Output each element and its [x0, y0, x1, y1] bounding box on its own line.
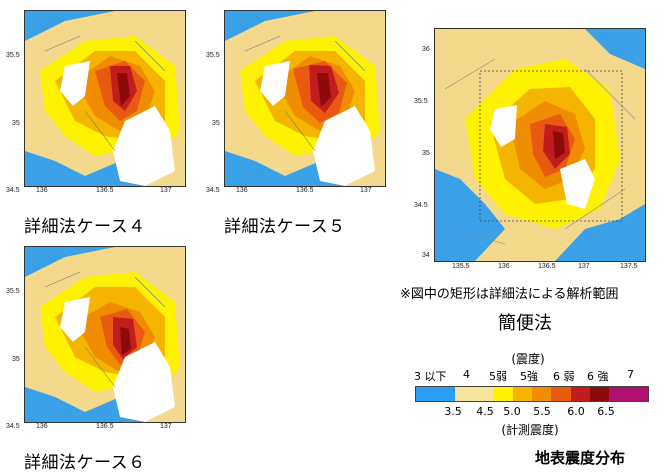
map-graphic-simple [435, 29, 645, 261]
y-tick-label: 36 [422, 46, 430, 53]
x-tick-label: 137 [160, 423, 172, 430]
legend-intensity-label: 6 弱 [553, 370, 575, 383]
legend-intensity-label: 5強 [520, 370, 538, 383]
map-caption-case4: 詳細法ケース４ [24, 217, 146, 237]
y-tick-label: 34.5 [206, 187, 220, 194]
y-tick-label: 35.5 [414, 98, 428, 105]
legend-intensity-label: 3 以下 [414, 370, 447, 383]
y-tick-label: 35 [12, 356, 20, 363]
x-tick-label: 137 [578, 263, 590, 270]
x-tick-label: 137 [360, 187, 372, 194]
legend-swatch [589, 387, 610, 401]
intensity-map-simple [434, 28, 646, 262]
legend-swatch [473, 387, 494, 401]
map-panel-simple: 36 35.5 35 34.5 34 135.5 136 136.5 137 1… [400, 0, 667, 340]
map-caption-case6: 詳細法ケース６ [24, 453, 146, 473]
legend-swatch [493, 387, 513, 401]
x-tick-label: 136.5 [96, 187, 114, 194]
legend-swatch [570, 387, 590, 401]
intensity-map-case5 [224, 10, 386, 187]
legend-number: 4.5 [476, 405, 494, 418]
legend-swatch [531, 387, 552, 401]
legend-number: 3.5 [444, 405, 462, 418]
map-panel-case4: 35.5 35 34.5 136 136.5 137 詳細法ケース４ [0, 0, 200, 240]
x-tick-label: 137.5 [620, 263, 638, 270]
x-tick-label: 137 [160, 187, 172, 194]
x-tick-label: 136.5 [96, 423, 114, 430]
legend-swatch [435, 387, 455, 401]
y-tick-label: 35.5 [6, 288, 20, 295]
x-tick-label: 136 [36, 423, 48, 430]
x-tick-label: 136 [36, 187, 48, 194]
map-panel-case6: 35.5 35 34.5 136 136.5 137 詳細法ケース６ [0, 236, 200, 476]
legend-swatch [416, 387, 436, 401]
legend-number: 6.0 [567, 405, 585, 418]
legend-intensity-label: 7 [627, 368, 634, 381]
legend-swatch [609, 387, 629, 401]
y-tick-label: 34.5 [6, 423, 20, 430]
x-tick-label: 136.5 [538, 263, 556, 270]
y-tick-label: 35 [422, 150, 430, 157]
legend-color-bar [415, 386, 649, 402]
intensity-map-case6 [24, 246, 186, 423]
y-tick-label: 35 [12, 120, 20, 127]
legend-intensity-heading: (震度) [511, 352, 545, 366]
figure-title: 地表震度分布 [535, 449, 626, 467]
x-tick-label: 135.5 [452, 263, 470, 270]
x-tick-label: 136 [236, 187, 248, 194]
legend-swatch [454, 387, 474, 401]
intensity-map-case4 [24, 10, 186, 187]
map-graphic-case6 [25, 247, 185, 422]
map-panel-case5: 35.5 35 34.5 136 136.5 137 詳細法ケース５ [200, 0, 400, 240]
legend-swatch [512, 387, 532, 401]
legend-intensity-label: 6 強 [587, 370, 609, 383]
y-tick-label: 34.5 [414, 202, 428, 209]
legend-number: 5.5 [533, 405, 551, 418]
x-tick-label: 136 [498, 263, 510, 270]
y-tick-label: 35 [212, 120, 220, 127]
map-caption-simple: 簡便法 [498, 313, 552, 334]
legend-measured-heading: (計測震度) [501, 423, 559, 437]
legend-swatch [628, 387, 648, 401]
y-tick-label: 34.5 [6, 187, 20, 194]
x-tick-label: 136.5 [296, 187, 314, 194]
analysis-area-rectangle [479, 70, 623, 222]
y-tick-label: 35.5 [6, 52, 20, 59]
legend-intensity-label: 4 [463, 368, 470, 381]
map-graphic-case4 [25, 11, 185, 186]
legend-number: 5.0 [503, 405, 521, 418]
map-caption-case5: 詳細法ケース５ [224, 217, 346, 237]
legend-swatch [551, 387, 571, 401]
analysis-area-note: ※図中の矩形は詳細法による解析範囲 [400, 287, 619, 302]
y-tick-label: 34 [422, 252, 430, 259]
y-tick-label: 35.5 [206, 52, 220, 59]
legend-number: 6.5 [597, 405, 615, 418]
legend-intensity-label: 5弱 [489, 370, 507, 383]
map-graphic-case5 [225, 11, 385, 186]
